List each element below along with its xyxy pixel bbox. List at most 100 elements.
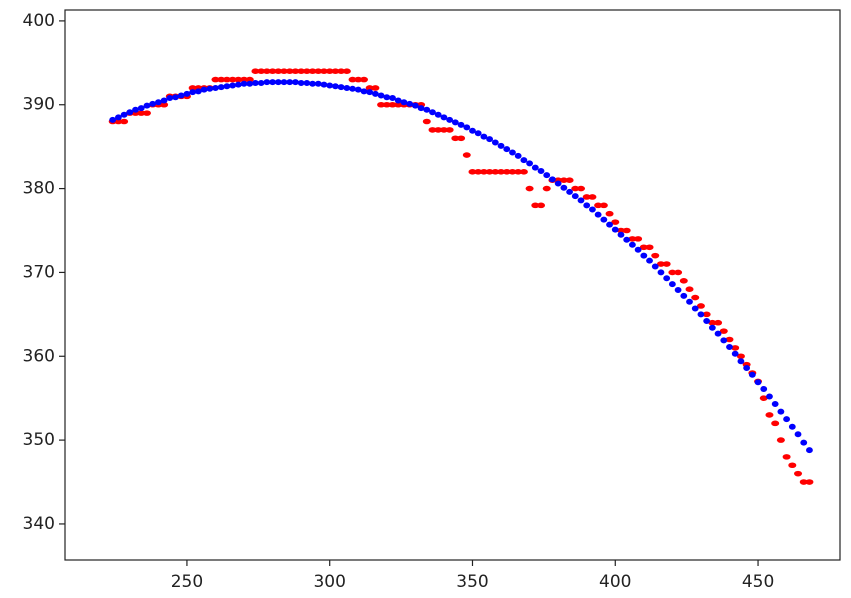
point — [314, 68, 323, 75]
point — [172, 94, 179, 101]
x-tick-label: 400 — [599, 572, 631, 592]
point — [531, 164, 539, 171]
point — [445, 127, 454, 133]
point — [142, 110, 151, 116]
point — [708, 319, 717, 326]
point — [782, 454, 791, 460]
point — [714, 330, 722, 337]
point — [280, 68, 289, 75]
point — [314, 80, 322, 87]
point — [240, 76, 249, 83]
point — [326, 82, 334, 89]
point — [685, 286, 694, 292]
point — [634, 246, 642, 253]
point — [388, 101, 397, 108]
point — [560, 184, 568, 191]
point — [319, 68, 328, 75]
point — [783, 416, 791, 423]
point — [132, 106, 139, 113]
point — [662, 261, 671, 267]
y-tick-label: 370 — [23, 262, 55, 282]
point — [212, 84, 219, 91]
point — [457, 121, 465, 128]
point — [599, 202, 608, 209]
point — [497, 142, 505, 149]
point — [657, 269, 665, 276]
point — [120, 118, 129, 125]
point — [274, 68, 283, 75]
point — [382, 101, 391, 108]
point — [423, 106, 431, 113]
point — [754, 379, 762, 386]
point — [474, 169, 483, 175]
point — [605, 210, 614, 217]
point — [228, 76, 237, 83]
y-tick-label: 360 — [23, 346, 55, 366]
point — [759, 395, 768, 401]
point — [537, 167, 545, 174]
point — [696, 303, 705, 309]
point — [200, 86, 208, 93]
point — [183, 90, 191, 97]
point — [400, 99, 408, 106]
y-tick-label: 400 — [23, 11, 55, 31]
point — [377, 101, 386, 108]
point — [806, 447, 813, 454]
point — [519, 169, 528, 175]
point — [366, 89, 374, 96]
point — [342, 68, 351, 75]
point — [302, 68, 311, 75]
point — [771, 401, 779, 408]
point — [708, 324, 716, 331]
point — [486, 136, 494, 143]
point — [274, 79, 282, 86]
point — [394, 97, 402, 104]
point — [126, 109, 134, 116]
point — [234, 81, 242, 88]
x-tick-label: 350 — [456, 572, 488, 592]
y-tick-label: 350 — [23, 430, 55, 450]
point — [263, 79, 271, 86]
point — [354, 76, 363, 83]
point — [776, 437, 785, 443]
point — [697, 311, 705, 318]
point — [325, 68, 334, 75]
point — [554, 180, 562, 187]
point — [349, 85, 356, 92]
point — [514, 152, 522, 159]
point — [332, 83, 339, 90]
point — [166, 95, 174, 102]
point — [639, 244, 648, 251]
point — [497, 169, 506, 175]
point — [646, 257, 653, 264]
point — [777, 408, 785, 415]
point — [434, 111, 442, 118]
point — [526, 160, 534, 167]
point — [703, 318, 711, 325]
point — [531, 202, 540, 209]
point — [634, 236, 643, 242]
point — [222, 76, 231, 83]
point — [611, 226, 619, 233]
point — [766, 393, 773, 400]
point — [571, 193, 579, 200]
point — [469, 127, 476, 134]
point — [617, 231, 625, 238]
point — [383, 94, 391, 101]
point — [566, 188, 573, 195]
point — [760, 385, 768, 392]
point — [594, 202, 603, 209]
point — [679, 278, 688, 284]
point — [446, 116, 454, 123]
point — [291, 68, 300, 75]
point — [309, 80, 316, 87]
point — [354, 86, 362, 93]
point — [434, 127, 443, 133]
point — [337, 84, 345, 91]
point — [451, 135, 460, 142]
point — [520, 157, 528, 164]
point — [794, 470, 803, 477]
point — [359, 76, 368, 83]
point — [286, 79, 294, 86]
point — [451, 119, 459, 126]
